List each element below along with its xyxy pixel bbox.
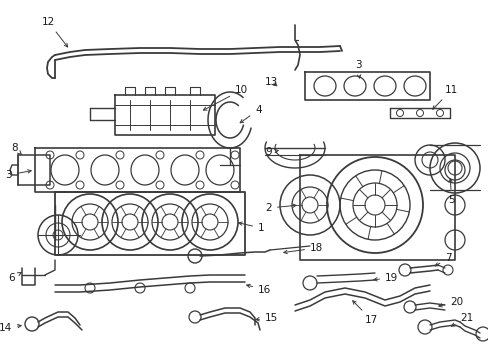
- Text: 5: 5: [447, 179, 454, 205]
- Text: 7: 7: [434, 253, 451, 266]
- Text: 10: 10: [203, 85, 247, 110]
- Text: 4: 4: [240, 105, 261, 123]
- Text: 13: 13: [264, 77, 278, 87]
- Text: 9: 9: [264, 147, 278, 157]
- Text: 1: 1: [238, 222, 264, 233]
- Text: 21: 21: [450, 313, 472, 326]
- Text: 12: 12: [41, 17, 67, 47]
- Text: 14: 14: [0, 323, 21, 333]
- Text: 6: 6: [8, 273, 21, 283]
- Text: 3: 3: [5, 170, 31, 180]
- Text: 8: 8: [11, 143, 21, 154]
- Text: 19: 19: [373, 273, 397, 283]
- Text: 16: 16: [246, 284, 271, 295]
- Text: 15: 15: [255, 313, 278, 323]
- Text: 11: 11: [432, 85, 457, 109]
- Text: 18: 18: [283, 243, 323, 254]
- Text: 2: 2: [265, 203, 296, 213]
- Text: 20: 20: [438, 297, 462, 307]
- Text: 3: 3: [354, 60, 361, 78]
- Text: 17: 17: [352, 301, 378, 325]
